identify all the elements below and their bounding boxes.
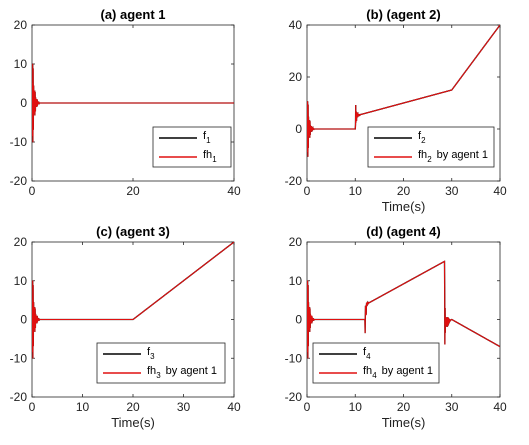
x-tick-label: 10 [76, 400, 90, 414]
chart-panel-4: 0 10 20 30 40 20 10 0 -10 -20 (d) (agent 4) Time(s)… [285, 224, 507, 430]
chart-panel-3: 0 10 20 30 40 20 10 0 -10 -20 (c) (agent 3) Time(s)… [10, 224, 241, 430]
x-tick-label: 0 [304, 400, 311, 414]
chart-title: (a) agent 1 [100, 7, 165, 22]
x-tick-label: 0 [29, 184, 36, 198]
y-tick-label: 20 [14, 235, 28, 249]
x-tick-label: 0 [304, 184, 311, 198]
x-tick-label: 40 [493, 400, 507, 414]
x-tick-label: 0 [29, 400, 36, 414]
y-tick-label: 10 [289, 274, 303, 288]
y-tick-label: -10 [10, 351, 28, 365]
x-tick-label: 40 [227, 400, 241, 414]
x-tick-label: 10 [349, 184, 363, 198]
y-tick-label: 20 [289, 70, 303, 84]
y-tick-label: -20 [285, 390, 303, 404]
x-tick-label: 30 [445, 184, 459, 198]
x-tick-label: 40 [227, 184, 241, 198]
y-tick-label: -20 [10, 390, 28, 404]
x-tick-label: 40 [493, 184, 507, 198]
x-tick-label: 20 [397, 400, 411, 414]
legend-box [97, 343, 225, 383]
chart-title: (d) (agent 4) [366, 224, 440, 239]
y-tick-label: -10 [10, 135, 28, 149]
x-tick-label: 10 [349, 400, 363, 414]
chart-title: (c) (agent 3) [96, 224, 170, 239]
y-tick-label: 10 [14, 57, 28, 71]
x-axis-label: Time(s) [111, 415, 155, 430]
y-tick-label: -20 [10, 174, 28, 188]
x-tick-label: 30 [445, 400, 459, 414]
chart-title: (b) (agent 2) [366, 7, 440, 22]
legend-box [153, 127, 231, 167]
x-axis-label: Time(s) [382, 199, 426, 214]
y-tick-label: 20 [14, 18, 28, 32]
x-tick-label: 20 [397, 184, 411, 198]
y-tick-label: 0 [20, 96, 27, 110]
y-tick-label: 0 [295, 122, 302, 136]
y-tick-label: 20 [289, 235, 303, 249]
y-tick-label: 10 [14, 274, 28, 288]
y-tick-label: -20 [285, 174, 303, 188]
y-tick-label: -10 [285, 351, 303, 365]
y-tick-label: 40 [289, 18, 303, 32]
y-tick-label: 0 [20, 313, 27, 327]
x-axis-label: Time(s) [382, 415, 426, 430]
x-tick-label: 30 [177, 400, 191, 414]
y-tick-label: 0 [295, 313, 302, 327]
x-tick-label: 20 [126, 400, 140, 414]
x-tick-label: 20 [126, 184, 140, 198]
